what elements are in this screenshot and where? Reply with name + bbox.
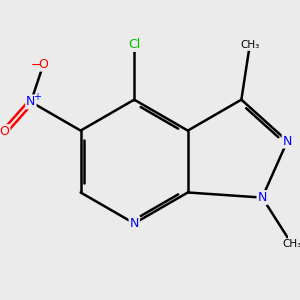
Text: +: + bbox=[33, 92, 41, 102]
Text: O: O bbox=[39, 58, 48, 71]
Text: N: N bbox=[257, 191, 267, 204]
Text: Cl: Cl bbox=[128, 38, 140, 51]
Text: N: N bbox=[283, 135, 292, 148]
Text: −: − bbox=[30, 59, 41, 72]
Text: N: N bbox=[130, 217, 139, 230]
Text: CH₃: CH₃ bbox=[240, 40, 260, 50]
Text: N: N bbox=[26, 95, 36, 108]
Text: CH₃: CH₃ bbox=[282, 239, 300, 249]
Text: O: O bbox=[0, 125, 10, 138]
